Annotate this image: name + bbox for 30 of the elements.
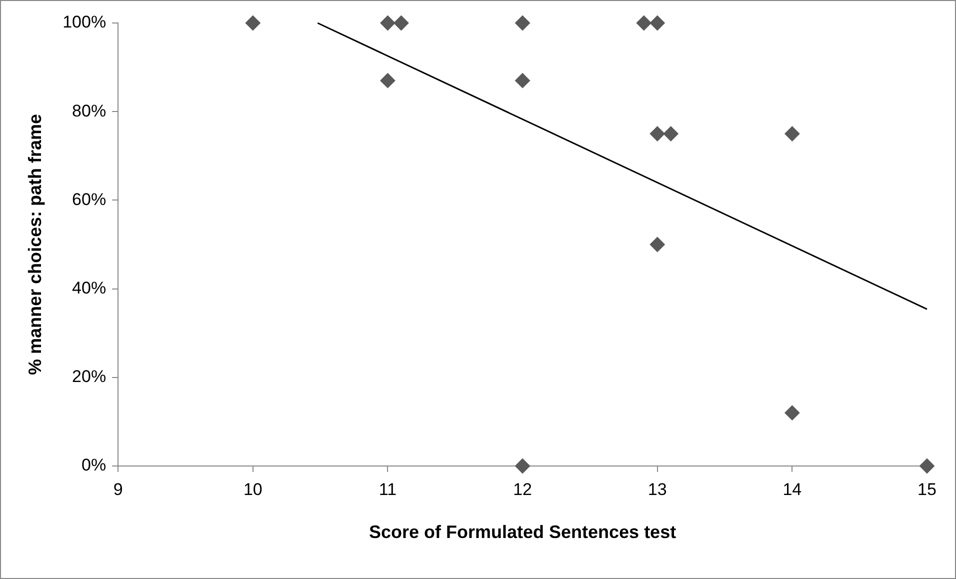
point <box>650 237 665 252</box>
point <box>380 73 396 88</box>
x-tick-label: 10 <box>243 480 262 499</box>
point <box>380 16 396 30</box>
x-tick-label: 15 <box>918 480 936 499</box>
point <box>920 458 934 474</box>
x-tick-label: 13 <box>648 480 667 499</box>
point <box>245 16 260 30</box>
x-tick-label: 12 <box>513 480 532 499</box>
y-tick-label: 40% <box>72 278 106 298</box>
x-tick-label: 11 <box>378 480 397 499</box>
point <box>515 73 530 88</box>
y-tick-label: 60% <box>72 190 106 209</box>
point <box>784 405 800 420</box>
x-tick-label: 14 <box>782 480 802 499</box>
point <box>784 126 800 142</box>
y-tick-label: 80% <box>72 101 106 120</box>
y-axis-title: % manner choices: path frame <box>24 114 45 376</box>
y-tick-label: 100% <box>62 12 106 32</box>
point <box>636 16 652 30</box>
point <box>650 126 665 142</box>
x-tick-label: 9 <box>113 480 123 499</box>
point <box>394 16 409 30</box>
point <box>515 458 530 474</box>
x-axis-title: Score of Formulated Sentences test <box>368 522 676 542</box>
y-tick-label: 0% <box>82 456 106 475</box>
point <box>650 16 665 30</box>
point <box>663 126 678 142</box>
y-tick-label: 20% <box>72 367 106 386</box>
point <box>515 16 530 30</box>
